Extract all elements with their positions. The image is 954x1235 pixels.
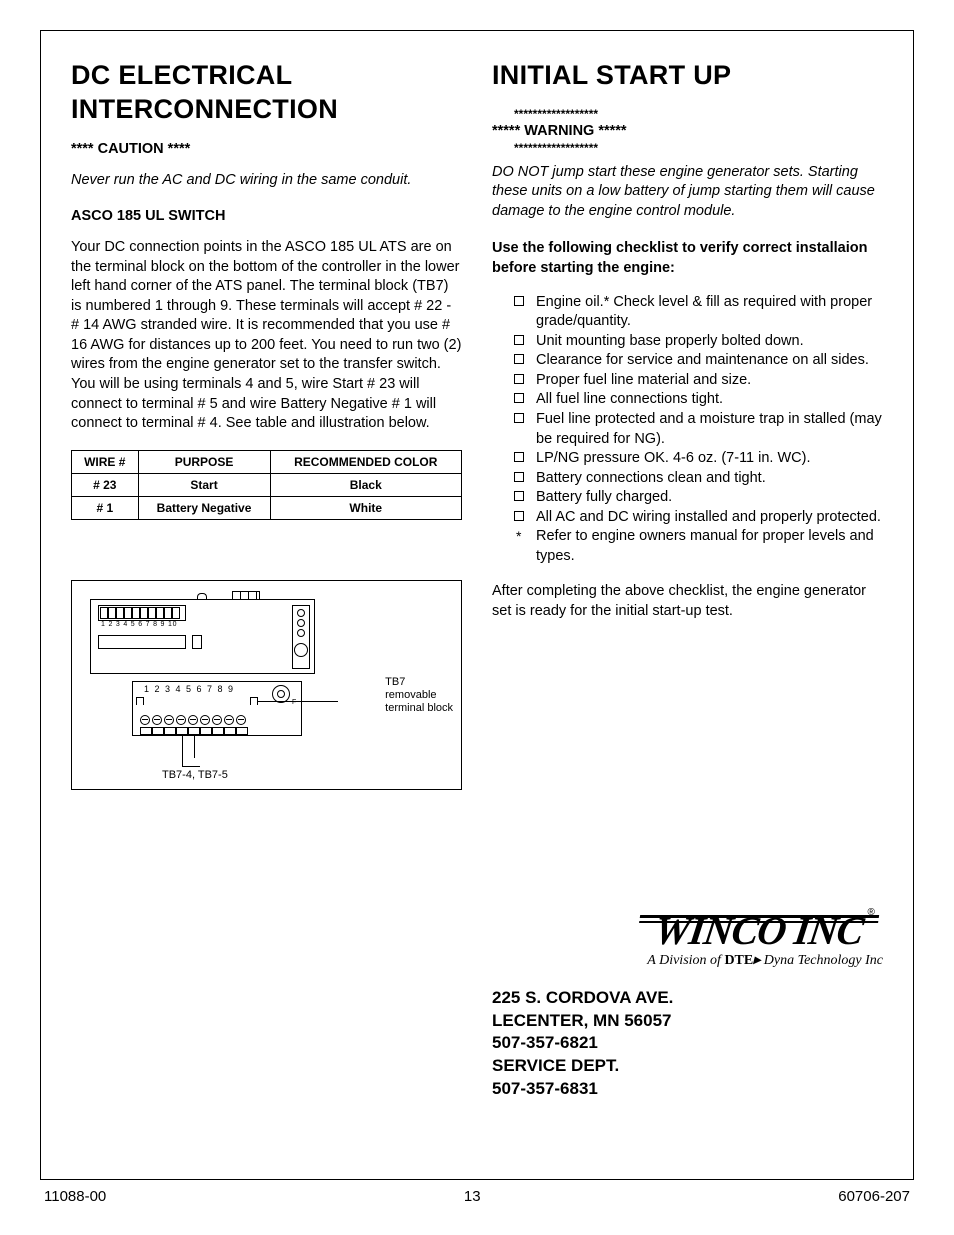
checklist-item: Engine oil.* Check level & fill as requi… (514, 293, 883, 332)
sub-heading-asco: ASCO 185 UL SWITCH (71, 208, 462, 224)
td: # 1 (72, 496, 139, 519)
table-row: # 1 Battery Negative White (72, 496, 462, 519)
page-border: DC ELECTRICAL INTERCONNECTION **** CAUTI… (40, 30, 914, 1180)
wiring-diagram: 1 2 3 4 5 6 7 8 9 10 1 2 3 4 5 6 7 8 9 (71, 580, 462, 790)
after-checklist-text: After completing the above checklist, th… (492, 582, 883, 621)
th-color: RECOMMENDED COLOR (270, 450, 462, 473)
heading-dc: DC ELECTRICAL INTERCONNECTION (71, 59, 462, 127)
checklist: Engine oil.* Check level & fill as requi… (514, 293, 883, 567)
diagram-label-bottom: TB7-4, TB7-5 (162, 769, 228, 781)
company-logo: WINCO INC ® A Division of DTE▸ Dyna Tech… (492, 907, 883, 969)
table-header-row: WIRE # PURPOSE RECOMMENDED COLOR (72, 450, 462, 473)
checklist-item: Fuel line protected and a moisture trap … (514, 410, 883, 449)
footer-right: 60706-207 (838, 1188, 910, 1205)
caution-text: Never run the AC and DC wiring in the sa… (71, 171, 462, 191)
diagram-top-nums: 1 2 3 4 5 6 7 8 9 10 (101, 621, 177, 628)
page-footer: 11088-00 13 60706-207 (40, 1180, 914, 1205)
diagram-label-tb7: TB7 removable terminal block (385, 676, 453, 716)
td: White (270, 496, 462, 519)
company-address: 225 S. CORDOVA AVE. LECENTER, MN 56057 5… (492, 987, 883, 1102)
th-wire: WIRE # (72, 450, 139, 473)
checklist-title: Use the following checklist to verify co… (492, 239, 883, 278)
checklist-item: LP/NG pressure OK. 4-6 oz. (7-11 in. WC)… (514, 449, 883, 469)
warning-label: ***** WARNING ***** (492, 122, 883, 141)
td: Black (270, 473, 462, 496)
warning-text: DO NOT jump start these engine generator… (492, 163, 883, 222)
caution-label: **** CAUTION **** (71, 141, 462, 157)
body-text: Your DC connection points in the ASCO 18… (71, 238, 462, 434)
checklist-footnote: Refer to engine owners manual for proper… (514, 527, 883, 566)
company-block: WINCO INC ® A Division of DTE▸ Dyna Tech… (492, 907, 883, 1102)
heading-startup: INITIAL START UP (492, 59, 883, 93)
checklist-item: All AC and DC wiring installed and prope… (514, 508, 883, 528)
wire-table: WIRE # PURPOSE RECOMMENDED COLOR # 23 St… (71, 450, 462, 520)
diagram-mid-nums: 1 2 3 4 5 6 7 8 9 (144, 684, 235, 694)
checklist-item: Clearance for service and maintenance on… (514, 351, 883, 371)
logo-text: WINCO INC (652, 907, 866, 954)
checklist-item: All fuel line connections tight. (514, 390, 883, 410)
left-column: DC ELECTRICAL INTERCONNECTION **** CAUTI… (71, 59, 462, 1151)
td: Start (138, 473, 270, 496)
checklist-item: Unit mounting base properly bolted down. (514, 332, 883, 352)
table-row: # 23 Start Black (72, 473, 462, 496)
checklist-item: Battery connections clean and tight. (514, 469, 883, 489)
warn-stars-top: ****************** (514, 107, 883, 123)
checklist-item: Proper fuel line material and size. (514, 371, 883, 391)
page: DC ELECTRICAL INTERCONNECTION **** CAUTI… (0, 0, 954, 1235)
td: # 23 (72, 473, 139, 496)
right-column: INITIAL START UP ****************** ****… (492, 59, 883, 1151)
th-purpose: PURPOSE (138, 450, 270, 473)
footer-page-number: 13 (464, 1188, 481, 1205)
td: Battery Negative (138, 496, 270, 519)
checklist-item: Battery fully charged. (514, 488, 883, 508)
footer-left: 11088-00 (44, 1188, 106, 1205)
logo-subtext: A Division of DTE▸ Dyna Technology Inc (647, 952, 883, 969)
warn-stars-bottom: ****************** (514, 141, 883, 157)
